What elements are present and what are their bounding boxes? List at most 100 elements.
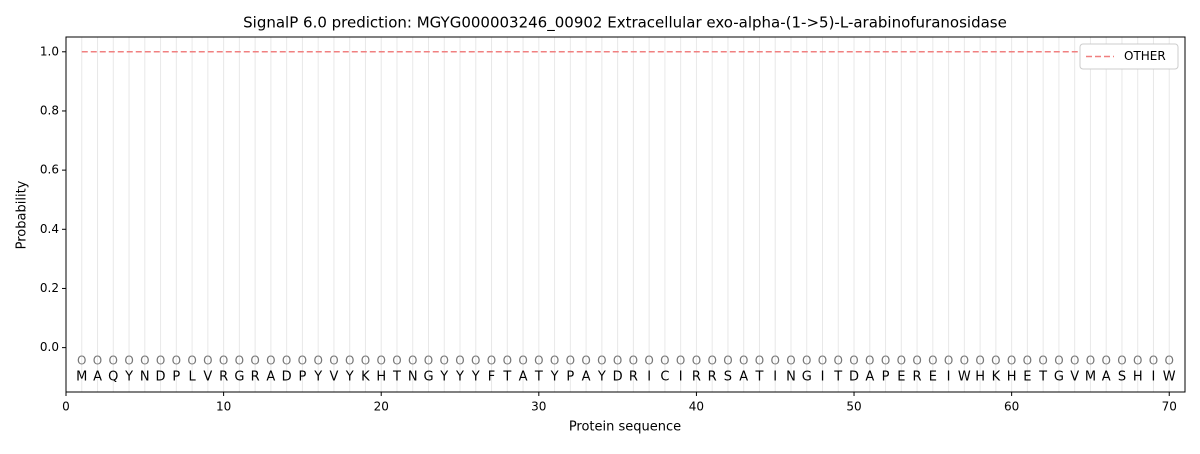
residue: D [156,370,166,385]
residue: V [1070,370,1079,385]
residue: G [423,370,433,385]
residue: P [882,370,890,385]
predicted-label: O [676,354,685,368]
predicted-label: O [518,354,527,368]
residue: F [488,370,495,385]
residue: V [329,370,338,385]
residue: A [865,370,874,385]
predicted-label: O [156,354,165,368]
predicted-label: O [124,354,133,368]
residue: P [172,370,180,385]
x-tick-label: 10 [216,400,231,414]
predicted-label: O [912,354,921,368]
predicted-label: O [282,354,291,368]
predicted-label: O [313,354,322,368]
y-tick-label: 1.0 [40,44,59,58]
residue: R [251,370,260,385]
residue: H [1133,370,1143,385]
predicted-label: O [1101,354,1110,368]
residue: A [93,370,102,385]
residue: S [724,370,732,385]
residue: A [1102,370,1111,385]
residue: I [1152,370,1156,385]
y-tick-label: 0.0 [40,340,59,354]
predicted-label: O [865,354,874,368]
predicted-label: O [1070,354,1079,368]
predicted-label: O [739,354,748,368]
residue: M [76,370,87,385]
residue: R [629,370,638,385]
residue: E [1023,370,1031,385]
residue: G [1054,370,1064,385]
x-tick-label: 70 [1162,400,1177,414]
predicted-label: O [109,354,118,368]
predicted-label: O [975,354,984,368]
y-tick-label: 0.2 [40,281,59,295]
predicted-label: O [1007,354,1016,368]
predicted-label: O [534,354,543,368]
residue: L [188,370,196,385]
residue: G [802,370,812,385]
chart-title: SignalP 6.0 prediction: MGYG000003246_00… [243,14,1007,33]
x-tick-label: 40 [689,400,704,414]
residue: H [1007,370,1017,385]
residue: Y [597,370,606,385]
predicted-label: O [897,354,906,368]
y-axis-label: Probability [15,180,30,249]
residue: K [361,370,370,385]
predicted-label: O [928,354,937,368]
residue: Y [124,370,133,385]
predicted-label: O [786,354,795,368]
residue: A [266,370,275,385]
residue: Y [455,370,464,385]
predicted-label: O [991,354,1000,368]
residue: W [958,370,971,385]
residue: Y [439,370,448,385]
residue: H [975,370,985,385]
predicted-label: O [597,354,606,368]
predicted-label: O [707,354,716,368]
x-tick-label: 0 [62,400,70,414]
x-tick-label: 50 [846,400,861,414]
predicted-label: O [361,354,370,368]
residue: H [376,370,386,385]
predicted-label: O [1038,354,1047,368]
predicted-label: O [1165,354,1174,368]
residue: P [566,370,574,385]
residue: R [219,370,228,385]
residue: I [773,370,777,385]
predicted-label: O [203,354,212,368]
residue: C [660,370,669,385]
predicted-label: O [960,354,969,368]
x-axis-label: Protein sequence [569,420,681,435]
predicted-label: O [408,354,417,368]
residue: R [692,370,701,385]
predicted-label: O [250,354,259,368]
predicted-label: O [345,354,354,368]
residue: T [534,370,543,385]
predicted-label: O [1086,354,1095,368]
predicted-label: O [802,354,811,368]
predicted-label: O [455,354,464,368]
predicted-label: O [692,354,701,368]
predicted-label: O [755,354,764,368]
residue: T [1038,370,1047,385]
predicted-label: O [266,354,275,368]
residue: Y [550,370,559,385]
legend-label: OTHER [1124,49,1166,63]
x-tick-label: 30 [531,400,546,414]
predicted-label: O [440,354,449,368]
residue: T [502,370,511,385]
residue: A [739,370,748,385]
predicted-label: O [1117,354,1126,368]
predicted-label: O [140,354,149,368]
residue: T [392,370,401,385]
predicted-label: O [834,354,843,368]
predicted-label: O [77,354,86,368]
residue: T [754,370,763,385]
predicted-label: O [818,354,827,368]
residue: W [1163,370,1176,385]
residue: I [647,370,651,385]
predicted-label: O [1133,354,1142,368]
predicted-label: O [613,354,622,368]
